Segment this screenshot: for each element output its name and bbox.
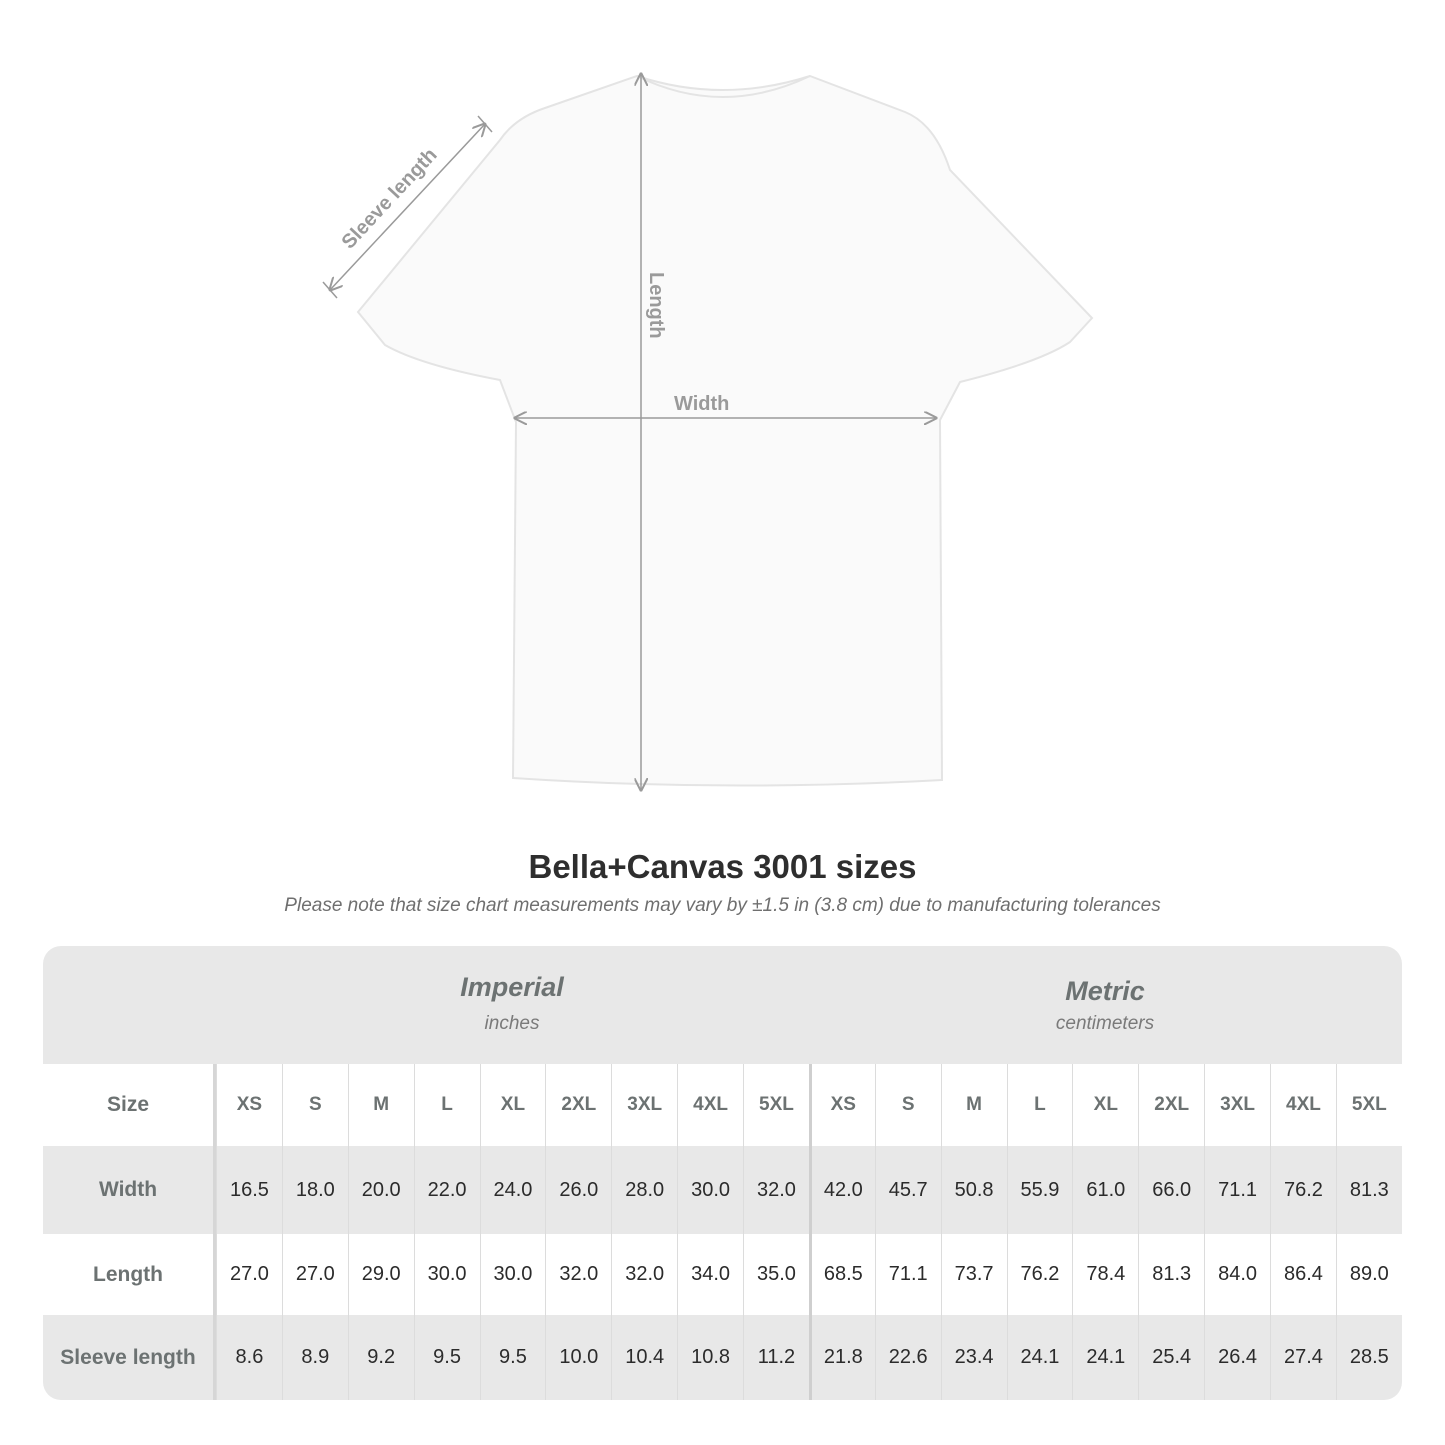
- table-row: Length 27.0 27.0 29.0 30.0 30.0 32.0 32.0 34.0 35…: [43, 1234, 1402, 1315]
- length-label: Length: [645, 272, 667, 339]
- size-cell: XS: [808, 1064, 875, 1146]
- size-table: Imperial inches Metric centimeters Size X…: [43, 946, 1402, 1400]
- value-cell: 29.0: [347, 1234, 414, 1315]
- value-cell: 32.0: [545, 1234, 611, 1315]
- value-cell: 9.2: [347, 1315, 414, 1400]
- value-cell: 84.0: [1204, 1234, 1270, 1315]
- size-cell: S: [874, 1064, 941, 1146]
- value-cell: 73.7: [940, 1234, 1007, 1315]
- value-cell: 26.4: [1204, 1315, 1270, 1400]
- imperial-header: Imperial inches: [216, 946, 808, 1064]
- value-cell: 28.5: [1335, 1315, 1402, 1400]
- value-cell: 20.0: [347, 1146, 414, 1234]
- value-cell: 89.0: [1335, 1234, 1402, 1315]
- value-cell: 71.1: [874, 1234, 941, 1315]
- size-header-row: Size XS S M L XL 2XL 3XL 4XL 5XL XS S M L XL 2XL 3XL 4XL 5…: [43, 1064, 1402, 1146]
- imperial-unit: inches: [484, 1013, 540, 1034]
- tshirt-diagram: Sleeve length Length Width: [322, 0, 1094, 830]
- metric-unit: centimeters: [1055, 1013, 1155, 1034]
- value-cell: 9.5: [413, 1315, 480, 1400]
- value-cell: 22.0: [413, 1146, 480, 1234]
- value-cell: 10.0: [545, 1315, 611, 1400]
- value-cell: 86.4: [1270, 1234, 1336, 1315]
- table-row: Width 16.5 18.0 20.0 22.0 24.0 26.0 28.0 30.0 32.…: [43, 1146, 1402, 1234]
- metric-title: Metric: [1065, 976, 1145, 1006]
- value-cell: 25.4: [1138, 1315, 1204, 1400]
- row-label: Length: [43, 1234, 216, 1315]
- size-cell: L: [413, 1064, 480, 1146]
- size-cell: 5XL: [743, 1064, 809, 1146]
- value-cell: 10.8: [677, 1315, 743, 1400]
- value-cell: 30.0: [677, 1146, 743, 1234]
- size-cell: M: [347, 1064, 414, 1146]
- value-cell: 11.2: [743, 1315, 809, 1400]
- value-cell: 81.3: [1138, 1234, 1204, 1315]
- size-cell: S: [281, 1064, 348, 1146]
- page-title: Bella+Canvas 3001 sizes: [528, 848, 917, 885]
- tolerance-note: Please note that size chart measurements…: [284, 895, 1161, 916]
- imperial-title: Imperial: [460, 972, 564, 1002]
- value-cell: 27.0: [216, 1234, 282, 1315]
- size-cell: 4XL: [677, 1064, 743, 1146]
- value-cell: 24.1: [1006, 1315, 1073, 1400]
- value-cell: 21.8: [808, 1315, 875, 1400]
- value-cell: 76.2: [1006, 1234, 1073, 1315]
- size-cell: XS: [216, 1064, 282, 1146]
- value-cell: 30.0: [413, 1234, 480, 1315]
- size-cell: XL: [1072, 1064, 1138, 1146]
- value-cell: 23.4: [940, 1315, 1007, 1400]
- size-cell: XL: [479, 1064, 546, 1146]
- value-cell: 24.0: [479, 1146, 546, 1234]
- value-cell: 68.5: [808, 1234, 875, 1315]
- size-cell: 3XL: [1204, 1064, 1270, 1146]
- value-cell: 50.8: [940, 1146, 1007, 1234]
- size-cell: 5XL: [1335, 1064, 1402, 1146]
- value-cell: 10.4: [611, 1315, 677, 1400]
- value-cell: 55.9: [1006, 1146, 1073, 1234]
- table-row: Sleeve length 8.6 8.9 9.2 9.5 9.5 10.0 10.4 10.8…: [43, 1315, 1402, 1400]
- value-cell: 32.0: [743, 1146, 809, 1234]
- value-cell: 78.4: [1072, 1234, 1138, 1315]
- value-cell: 34.0: [677, 1234, 743, 1315]
- value-cell: 22.6: [874, 1315, 941, 1400]
- value-cell: 24.1: [1072, 1315, 1138, 1400]
- size-cell: M: [940, 1064, 1007, 1146]
- value-cell: 9.5: [479, 1315, 546, 1400]
- size-cell: L: [1006, 1064, 1073, 1146]
- value-cell: 35.0: [743, 1234, 809, 1315]
- value-cell: 71.1: [1204, 1146, 1270, 1234]
- value-cell: 27.4: [1270, 1315, 1336, 1400]
- value-cell: 18.0: [281, 1146, 348, 1234]
- row-label: Sleeve length: [43, 1315, 216, 1400]
- value-cell: 81.3: [1335, 1146, 1402, 1234]
- tshirt-shape: [356, 74, 1094, 787]
- value-cell: 26.0: [545, 1146, 611, 1234]
- value-cell: 30.0: [479, 1234, 546, 1315]
- value-cell: 8.9: [281, 1315, 348, 1400]
- value-cell: 42.0: [808, 1146, 875, 1234]
- value-cell: 61.0: [1072, 1146, 1138, 1234]
- size-cell: 2XL: [545, 1064, 611, 1146]
- size-cell: 4XL: [1270, 1064, 1336, 1146]
- value-cell: 27.0: [281, 1234, 348, 1315]
- value-cell: 32.0: [611, 1234, 677, 1315]
- row-label: Size: [43, 1064, 216, 1146]
- value-cell: 28.0: [611, 1146, 677, 1234]
- value-cell: 66.0: [1138, 1146, 1204, 1234]
- row-label: Width: [43, 1146, 216, 1234]
- value-cell: 76.2: [1270, 1146, 1336, 1234]
- value-cell: 16.5: [216, 1146, 282, 1234]
- size-cell: 3XL: [611, 1064, 677, 1146]
- metric-header: Metric centimeters: [808, 946, 1402, 1064]
- sleeve-length-arrow: [330, 124, 485, 290]
- value-cell: 45.7: [874, 1146, 941, 1234]
- size-cell: 2XL: [1138, 1064, 1204, 1146]
- value-cell: 8.6: [216, 1315, 282, 1400]
- width-label: Width: [674, 393, 729, 415]
